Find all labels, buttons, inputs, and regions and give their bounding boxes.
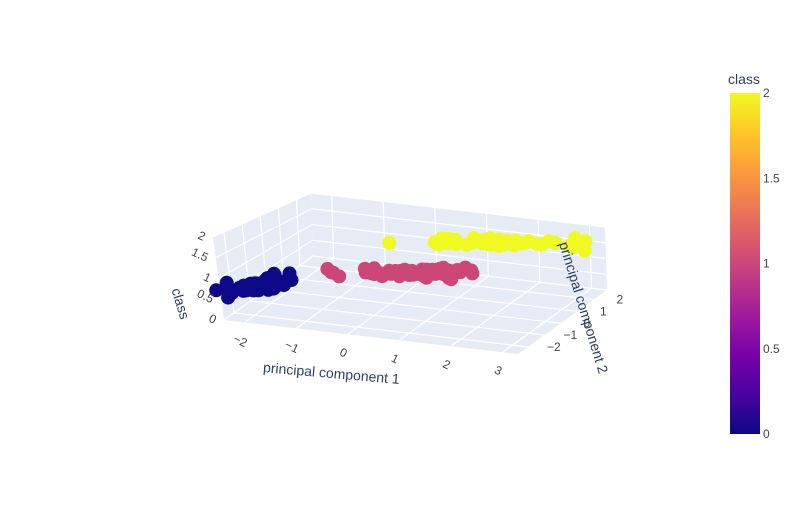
colorbar-gradient xyxy=(730,93,760,434)
x-tick-label: 1 xyxy=(389,351,401,367)
x-gridline xyxy=(502,287,592,353)
x-axis-title: principal component 1 xyxy=(263,359,401,387)
data-point xyxy=(431,237,446,252)
colorbar: class 0 0.5 1 1.5 2 xyxy=(728,71,780,441)
data-point xyxy=(419,270,434,285)
floor-plane xyxy=(224,256,607,354)
colorbar-tick-label: 2 xyxy=(763,86,770,100)
colorbar-title: class xyxy=(728,71,760,87)
x-tick-label: 3 xyxy=(492,363,504,379)
y-axis-ticks: −2−1 012 xyxy=(547,293,623,354)
colorbar-tick-label: 1 xyxy=(763,257,770,271)
y-gridline xyxy=(283,276,578,312)
colorbar-tick-label: 0 xyxy=(763,427,770,441)
z-tick-label: 0 xyxy=(207,311,219,327)
data-point xyxy=(444,272,459,287)
z-tick-label: 0.5 xyxy=(195,286,216,306)
y-gridline xyxy=(250,300,545,336)
data-point xyxy=(382,235,397,250)
y-tick-label: 2 xyxy=(616,293,623,307)
x-tick-label: −2 xyxy=(231,332,250,351)
data-point xyxy=(465,266,480,281)
y-tick-label: 1 xyxy=(600,304,607,318)
y-gridline xyxy=(266,288,561,324)
scatter-points xyxy=(209,231,593,305)
colorbar-ticks: 0 0.5 1 1.5 2 xyxy=(763,86,780,441)
z-gridline xyxy=(215,208,312,259)
data-point xyxy=(375,269,390,284)
colorbar-tick-label: 1.5 xyxy=(763,171,780,185)
z-gridline xyxy=(312,239,607,275)
x-tick-label: 2 xyxy=(441,357,453,373)
data-point xyxy=(459,237,474,252)
y-tick-label: −1 xyxy=(564,328,578,342)
z-gridline xyxy=(212,192,312,238)
z-tick-label: 1 xyxy=(201,270,213,286)
z-gridline xyxy=(218,223,313,280)
x-gridline xyxy=(244,257,334,323)
z-axis-title: class xyxy=(168,286,193,321)
x-gridline xyxy=(450,281,541,347)
y-gridline xyxy=(233,312,528,348)
data-point xyxy=(221,290,236,305)
data-point xyxy=(492,238,507,253)
x-tick-label: −1 xyxy=(283,338,302,357)
x-tick-label: 0 xyxy=(338,345,350,361)
y-tick-label: −2 xyxy=(547,340,561,354)
z-tick-label: 2 xyxy=(196,228,208,244)
data-point xyxy=(236,283,251,298)
data-point xyxy=(392,269,407,284)
data-point xyxy=(565,240,580,255)
data-point xyxy=(209,283,224,298)
z-gridline xyxy=(310,192,606,228)
data-point xyxy=(534,237,549,252)
data-point xyxy=(548,235,563,250)
data-point xyxy=(577,243,592,258)
y-tick-label: 0 xyxy=(584,316,591,330)
z-tick-label: 1.5 xyxy=(189,245,210,265)
colorbar-tick-label: 0.5 xyxy=(763,342,780,356)
data-point xyxy=(332,269,347,284)
x-gridline xyxy=(399,275,489,341)
